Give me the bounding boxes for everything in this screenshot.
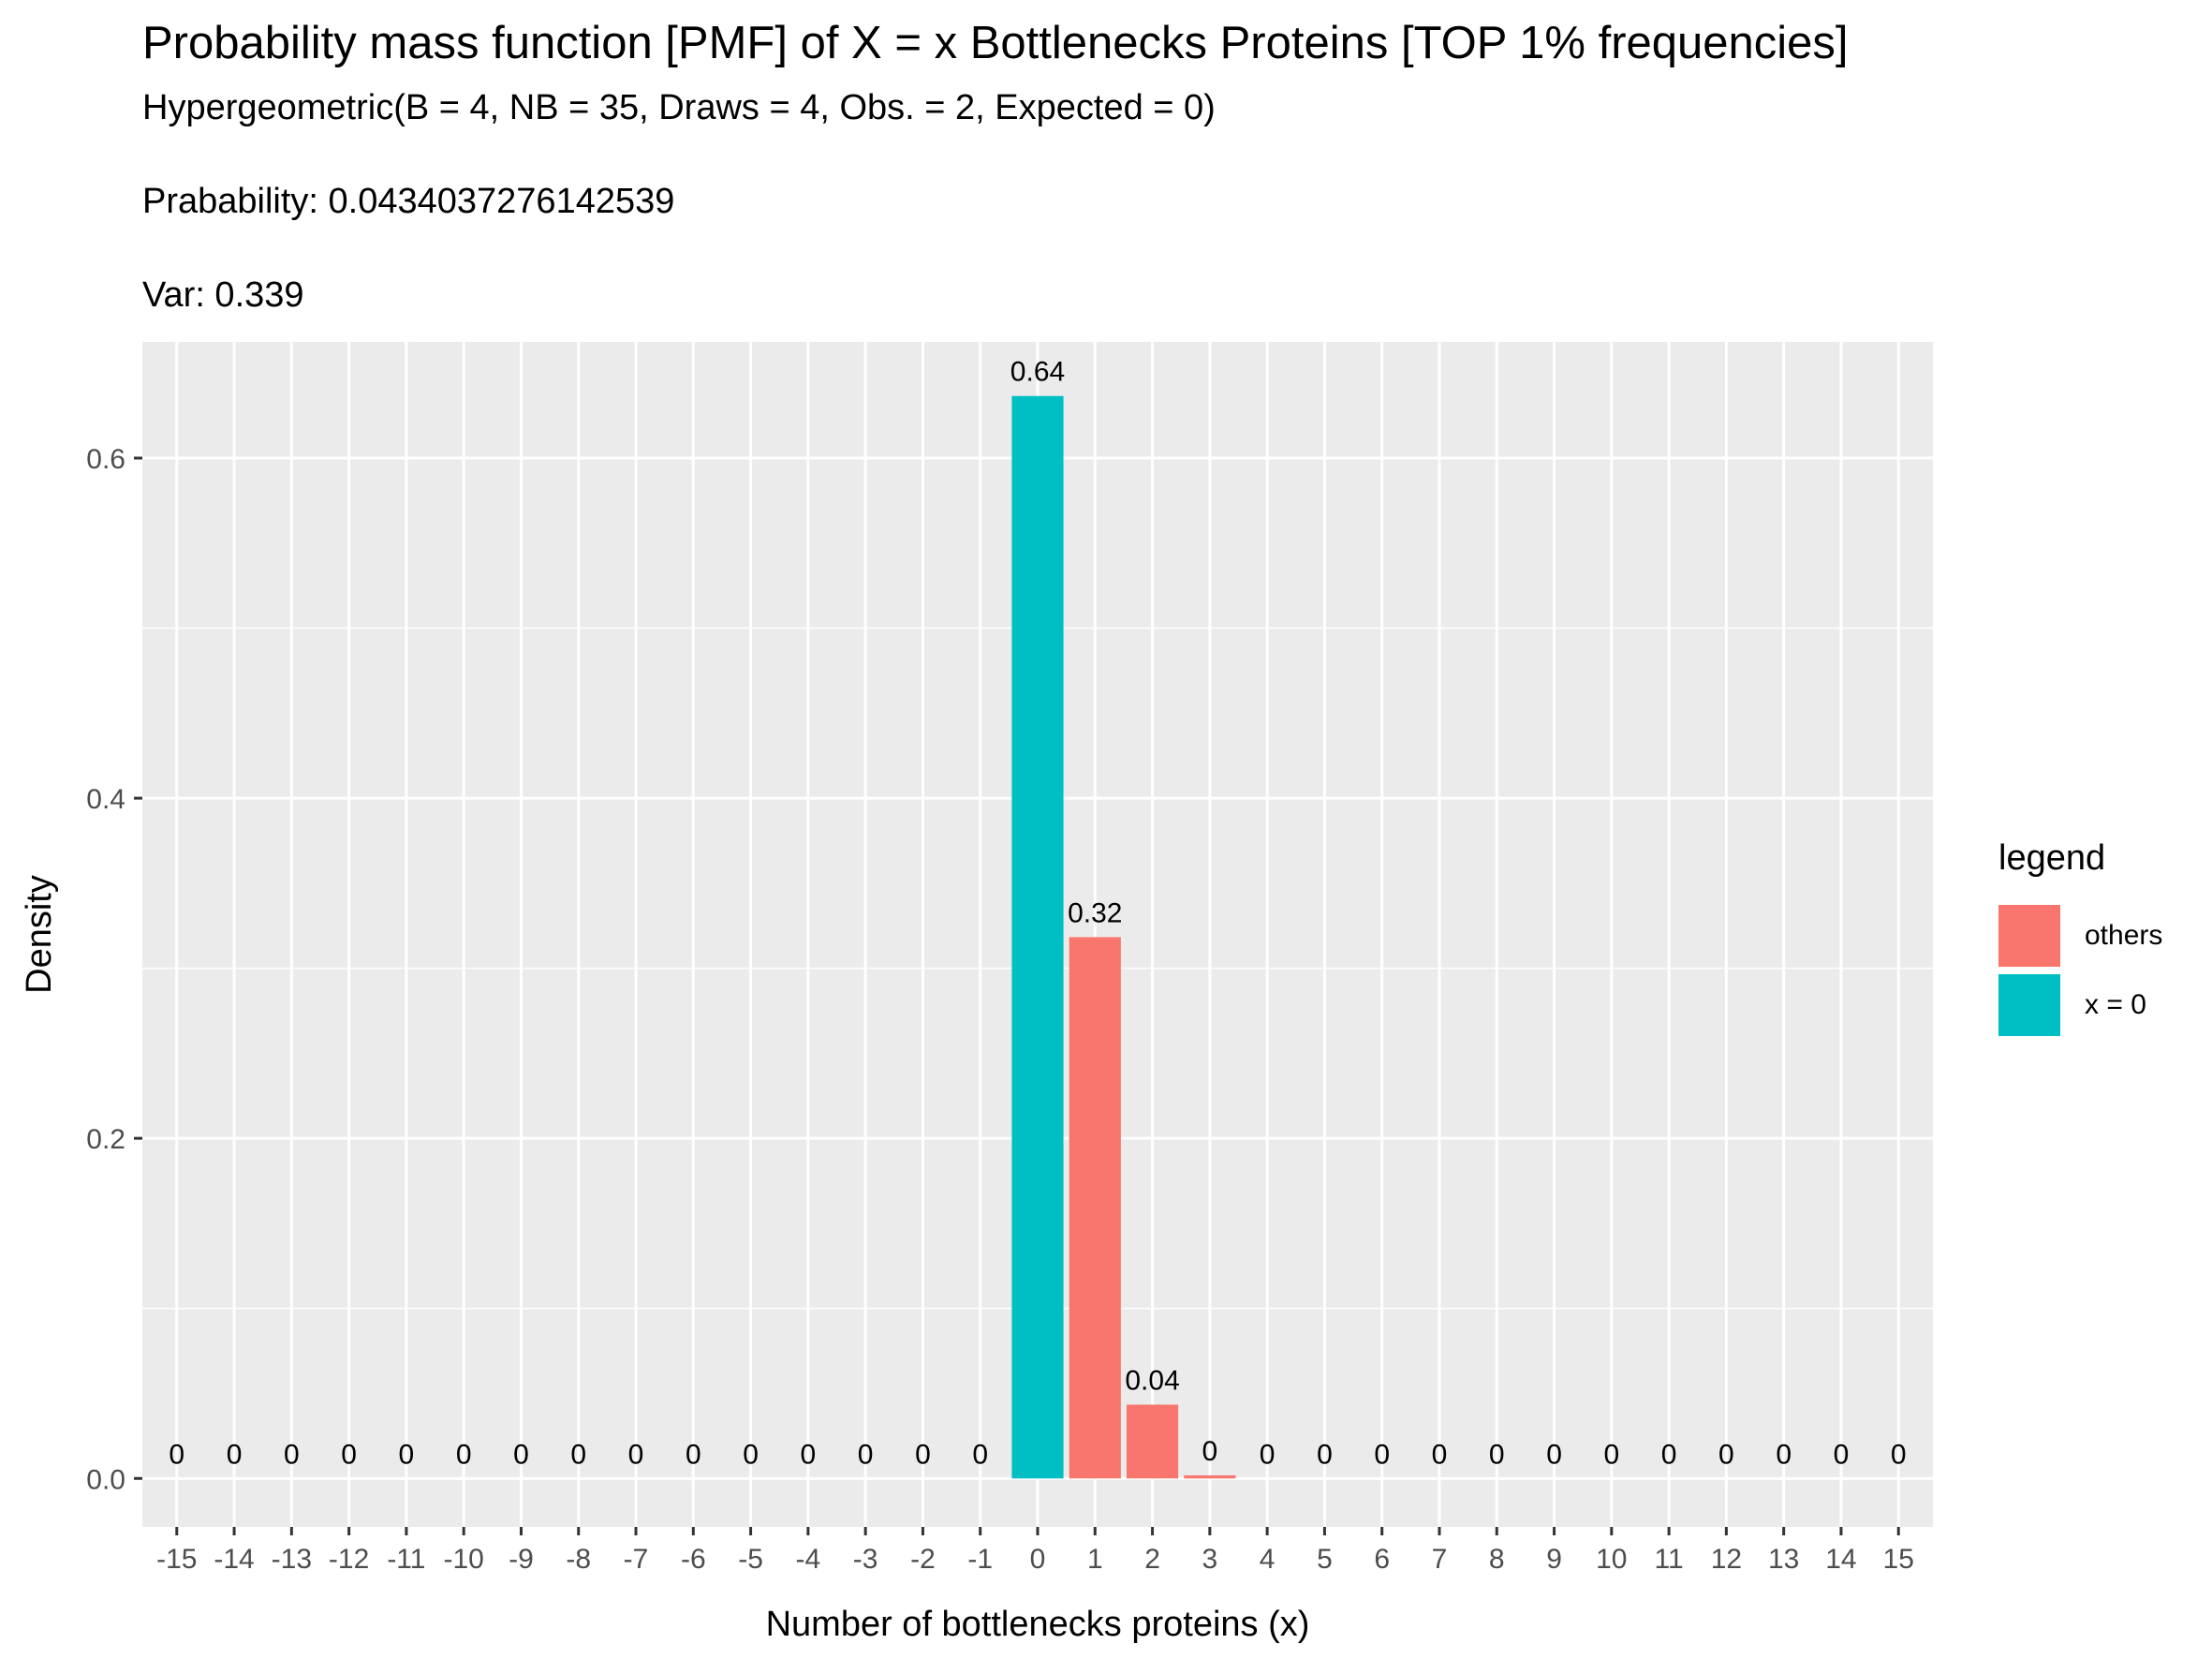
x-axis: -15 -14 -13 -12 -11 -10 -9 -8 -7 -6 -5 -4 -3 -2 -1 0 1 2 3… xyxy=(156,1527,1914,1575)
x-tick-label: -3 xyxy=(853,1544,878,1575)
data-label-x-14: 0 xyxy=(1834,1439,1850,1470)
chart-subtitle-probability: Prabability: 0.0434037276142539 xyxy=(142,182,675,221)
data-label-x--3: 0 xyxy=(858,1439,874,1470)
bar-x-0 xyxy=(1011,395,1064,1479)
data-label-x-3: 0 xyxy=(1202,1436,1218,1467)
data-label-x--15: 0 xyxy=(169,1439,184,1470)
data-label-x--11: 0 xyxy=(399,1439,415,1470)
x-tick-label: 15 xyxy=(1883,1544,1914,1575)
data-label-x--14: 0 xyxy=(227,1439,243,1470)
data-label-x--13: 0 xyxy=(284,1439,300,1470)
bar-x-2 xyxy=(1126,1404,1179,1479)
x-axis-title: Number of bottlenecks proteins (x) xyxy=(766,1605,1310,1644)
data-label-x-1: 0.32 xyxy=(1068,897,1122,928)
x-tick-label: -9 xyxy=(509,1544,534,1575)
x-tick-label: 14 xyxy=(1825,1544,1856,1575)
bar-x-3 xyxy=(1184,1474,1236,1479)
x-tick-label: -10 xyxy=(443,1544,483,1575)
x-tick-label: 8 xyxy=(1489,1544,1505,1575)
data-label-x--1: 0 xyxy=(972,1439,988,1470)
legend-item-x0: x = 0 xyxy=(1998,974,2146,1036)
data-label-x--5: 0 xyxy=(743,1439,759,1470)
data-label-x-0: 0.64 xyxy=(1010,357,1065,388)
bar-x-1 xyxy=(1069,937,1121,1479)
x-tick-label: -14 xyxy=(214,1544,254,1575)
x-tick-label: 12 xyxy=(1711,1544,1742,1575)
x-tick-label: 3 xyxy=(1202,1544,1218,1575)
y-tick-label: 0.4 xyxy=(86,784,125,815)
data-label-x-5: 0 xyxy=(1317,1439,1333,1470)
data-label-x-10: 0 xyxy=(1603,1439,1619,1470)
x-tick-label: -4 xyxy=(796,1544,821,1575)
data-label-x--7: 0 xyxy=(628,1439,644,1470)
data-label-x-13: 0 xyxy=(1776,1439,1792,1470)
y-tick-label: 0.2 xyxy=(86,1124,125,1155)
chart-title: Probability mass function [PMF] of X = x… xyxy=(142,18,1849,68)
legend-title: legend xyxy=(1998,838,2106,878)
x-tick-label: 2 xyxy=(1144,1544,1160,1575)
x-tick-label: 7 xyxy=(1432,1544,1448,1575)
x-tick-label: 6 xyxy=(1374,1544,1390,1575)
x-tick-label: 10 xyxy=(1596,1544,1627,1575)
x-tick-label: -1 xyxy=(967,1544,993,1575)
data-label-x-9: 0 xyxy=(1546,1439,1562,1470)
data-label-x--8: 0 xyxy=(570,1439,586,1470)
legend-label-x0: x = 0 xyxy=(2085,989,2146,1020)
x-tick-label: 1 xyxy=(1087,1544,1103,1575)
x-tick-label: 11 xyxy=(1655,1544,1684,1575)
x-tick-label: 4 xyxy=(1260,1544,1276,1575)
legend-swatch-others xyxy=(1998,905,2060,967)
bars xyxy=(1011,395,1236,1479)
y-axis: 0.0 0.2 0.4 0.6 xyxy=(86,444,142,1495)
data-label-x-8: 0 xyxy=(1489,1439,1505,1470)
legend-swatch-x0 xyxy=(1998,974,2060,1036)
x-tick-label: -8 xyxy=(566,1544,591,1575)
data-label-x-12: 0 xyxy=(1718,1439,1734,1470)
y-tick-label: 0.0 xyxy=(86,1464,125,1495)
y-tick-label: 0.6 xyxy=(86,444,125,475)
data-labels: 0 0 0 0 0 0 0 0 0 0 0 0 0 0 0 0.64 0.32 0.04 0 0 0 0 0 0 0 0 0 0 0 0 0 xyxy=(169,357,1906,1471)
x-tick-label: -2 xyxy=(910,1544,936,1575)
x-tick-label: 13 xyxy=(1768,1544,1799,1575)
x-tick-label: -5 xyxy=(738,1544,763,1575)
data-label-x-7: 0 xyxy=(1432,1439,1448,1470)
chart-subtitle-variance: Var: 0.339 xyxy=(142,275,304,315)
data-label-x--12: 0 xyxy=(341,1439,357,1470)
x-tick-label: -13 xyxy=(272,1544,312,1575)
data-label-x--6: 0 xyxy=(686,1439,701,1470)
data-label-x-6: 0 xyxy=(1374,1439,1390,1470)
x-tick-label: 0 xyxy=(1030,1544,1046,1575)
x-tick-label: -12 xyxy=(329,1544,369,1575)
data-label-x--9: 0 xyxy=(513,1439,529,1470)
chart-subtitle-distribution: Hypergeometric(B = 4, NB = 35, Draws = 4… xyxy=(142,88,1216,127)
legend-label-others: others xyxy=(2085,920,2163,951)
legend-item-others: others xyxy=(1998,905,2162,967)
x-tick-label: -6 xyxy=(681,1544,706,1575)
y-axis-title: Density xyxy=(20,875,59,994)
data-label-x-15: 0 xyxy=(1891,1439,1907,1470)
x-tick-label: 5 xyxy=(1317,1544,1333,1575)
data-label-x--2: 0 xyxy=(915,1439,931,1470)
data-label-x--10: 0 xyxy=(456,1439,472,1470)
data-label-x-4: 0 xyxy=(1260,1439,1276,1470)
data-label-x--4: 0 xyxy=(801,1439,817,1470)
x-tick-label: -11 xyxy=(387,1544,425,1575)
x-tick-label: 9 xyxy=(1546,1544,1562,1575)
x-tick-label: -7 xyxy=(624,1544,649,1575)
data-label-x-2: 0.04 xyxy=(1125,1365,1179,1396)
data-label-x-11: 0 xyxy=(1661,1439,1677,1470)
x-tick-label: -15 xyxy=(156,1544,197,1575)
